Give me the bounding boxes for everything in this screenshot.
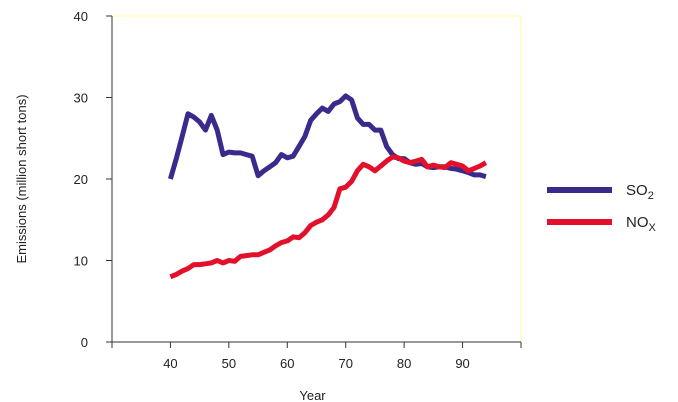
x-axis-ticks: 40 50 60 70 80 90 (111, 342, 522, 371)
legend-label-so2: SO2 (626, 182, 654, 202)
x-tick-label: 50 (222, 356, 236, 371)
x-tick-label: 60 (280, 356, 294, 371)
x-axis-label: Year (299, 388, 326, 402)
y-axis-ticks: 0 10 20 30 40 (74, 9, 112, 350)
y-tick-label: 20 (74, 172, 88, 187)
y-tick-label: 0 (81, 335, 88, 350)
y-axis-label: Emissions (million short tons) (14, 94, 29, 263)
x-tick-label: 80 (397, 356, 411, 371)
series-layer (167, 93, 488, 280)
series-line-nox (169, 154, 488, 280)
plot-frame (111, 15, 522, 343)
x-tick-label: 40 (163, 356, 177, 371)
legend-label-nox: NOX (626, 214, 657, 234)
y-tick-label: 30 (74, 91, 88, 106)
legend: SO2 NOX (547, 182, 657, 234)
x-tick-label: 70 (338, 356, 352, 371)
y-tick-label: 40 (74, 9, 88, 24)
x-tick-label: 90 (455, 356, 469, 371)
y-tick-label: 10 (74, 254, 88, 269)
